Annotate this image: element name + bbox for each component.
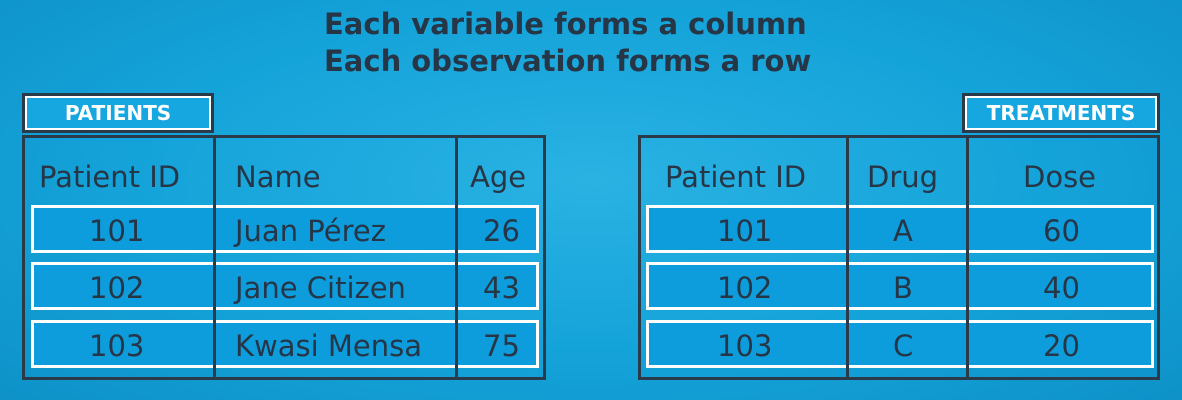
patients-cell-id-1: 101 — [89, 214, 145, 248]
patients-cell-name-2: Jane Citizen — [235, 271, 406, 305]
treatments-tag: TREATMENTS — [962, 93, 1160, 133]
treatments-cell-drug-3: C — [893, 329, 914, 363]
treatments-cell-id-1: 101 — [717, 214, 773, 248]
patients-cell-age-1: 26 — [483, 214, 520, 248]
patients-row-divider-2 — [455, 138, 458, 377]
treatments-cell-id-3: 103 — [717, 329, 773, 363]
patients-row-divider-1 — [213, 138, 216, 377]
treatments-cell-dose-1: 60 — [1043, 214, 1080, 248]
treatments-row-divider-2 — [966, 138, 969, 377]
patients-tag: PATIENTS — [22, 93, 214, 133]
treatments-header-patient-id: Patient ID — [665, 160, 807, 194]
treatments-row-3 — [646, 320, 1154, 368]
treatments-cell-id-2: 102 — [717, 271, 773, 305]
treatments-cell-drug-2: B — [893, 271, 913, 305]
treatments-cell-dose-3: 20 — [1043, 329, 1080, 363]
patients-row-1 — [31, 205, 539, 253]
treatments-table: Patient ID Drug Dose 101 A 60 102 B 40 1… — [638, 135, 1160, 380]
patients-table: Patient ID Name Age 101 Juan Pérez 26 10… — [22, 135, 546, 380]
patients-cell-name-3: Kwasi Mensa — [235, 329, 423, 363]
treatments-cell-dose-2: 40 — [1043, 271, 1080, 305]
patients-cell-age-3: 75 — [483, 329, 520, 363]
treatments-cell-drug-1: A — [893, 214, 913, 248]
headline-line-1: Each variable forms a column — [324, 7, 807, 41]
patients-header-age: Age — [470, 160, 527, 194]
patients-header-name: Name — [235, 160, 321, 194]
patients-cell-age-2: 43 — [483, 271, 520, 305]
patients-row-3 — [31, 320, 539, 368]
treatments-row-1 — [646, 205, 1154, 253]
treatments-header-dose: Dose — [1023, 160, 1097, 194]
patients-cell-id-2: 102 — [89, 271, 145, 305]
headline-line-2: Each observation forms a row — [324, 44, 812, 78]
treatments-header-drug: Drug — [867, 160, 939, 194]
treatments-row-divider-1 — [846, 138, 849, 377]
treatments-row-2 — [646, 262, 1154, 310]
headline: Each variable forms a column Each observ… — [324, 6, 811, 80]
patients-cell-id-3: 103 — [89, 329, 145, 363]
patients-row-2 — [31, 262, 539, 310]
patients-cell-name-1: Juan Pérez — [235, 214, 386, 248]
patients-header-patient-id: Patient ID — [39, 160, 181, 194]
